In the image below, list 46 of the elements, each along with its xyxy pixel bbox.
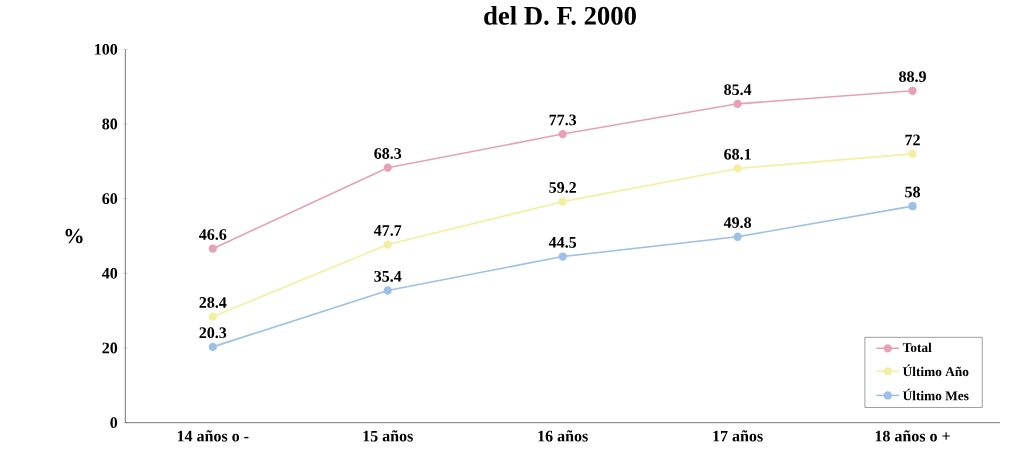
data-label: 68.1 (724, 148, 751, 160)
point (383, 240, 392, 249)
x-tick-label: 14 años o - (177, 430, 249, 442)
x-tick-label: 15 años (363, 430, 413, 442)
data-label: 49.8 (723, 217, 752, 229)
data-label: 68.3 (374, 148, 402, 159)
data-label: 47.7 (373, 225, 402, 236)
legend-label: Último Mes (902, 388, 969, 401)
point (208, 244, 217, 253)
y-tick-label: 40 (101, 267, 118, 279)
point (383, 286, 392, 295)
point (908, 86, 917, 95)
data-label: 58 (905, 186, 921, 198)
data-label: 59.2 (549, 182, 576, 193)
point (733, 232, 742, 241)
point (733, 99, 742, 108)
y-axis-title: % (65, 228, 83, 244)
y-tick-label: 80 (102, 118, 118, 130)
point (558, 197, 567, 206)
point (208, 312, 217, 321)
x-tick-label: 18 años o + (875, 430, 950, 442)
chart-title: del D. F. 2000 (484, 6, 636, 25)
point (558, 252, 567, 261)
legend-label: Último Año (902, 364, 969, 377)
y-tick-label: 100 (95, 43, 118, 55)
point (733, 164, 742, 173)
data-label: 88.9 (899, 71, 926, 83)
point (383, 163, 392, 172)
y-tick-label: 0 (110, 417, 118, 429)
point (208, 342, 217, 352)
x-tick-label: 16 años (538, 430, 588, 442)
point (908, 149, 917, 158)
data-label: 72 (905, 134, 920, 146)
y-tick-label: 20 (102, 342, 118, 354)
data-label: 20.3 (199, 327, 227, 339)
data-label: 28.4 (199, 297, 227, 308)
data-label: 44.5 (548, 237, 577, 248)
data-label: 35.4 (374, 270, 402, 282)
point (908, 202, 917, 211)
data-label: 46.6 (199, 229, 227, 240)
point (558, 129, 567, 139)
legend-label: Total (902, 342, 932, 353)
data-label: 77.3 (549, 114, 577, 126)
x-tick-label: 17 años (713, 430, 763, 442)
data-label: 85.4 (724, 84, 752, 96)
y-tick-label: 60 (102, 193, 118, 205)
